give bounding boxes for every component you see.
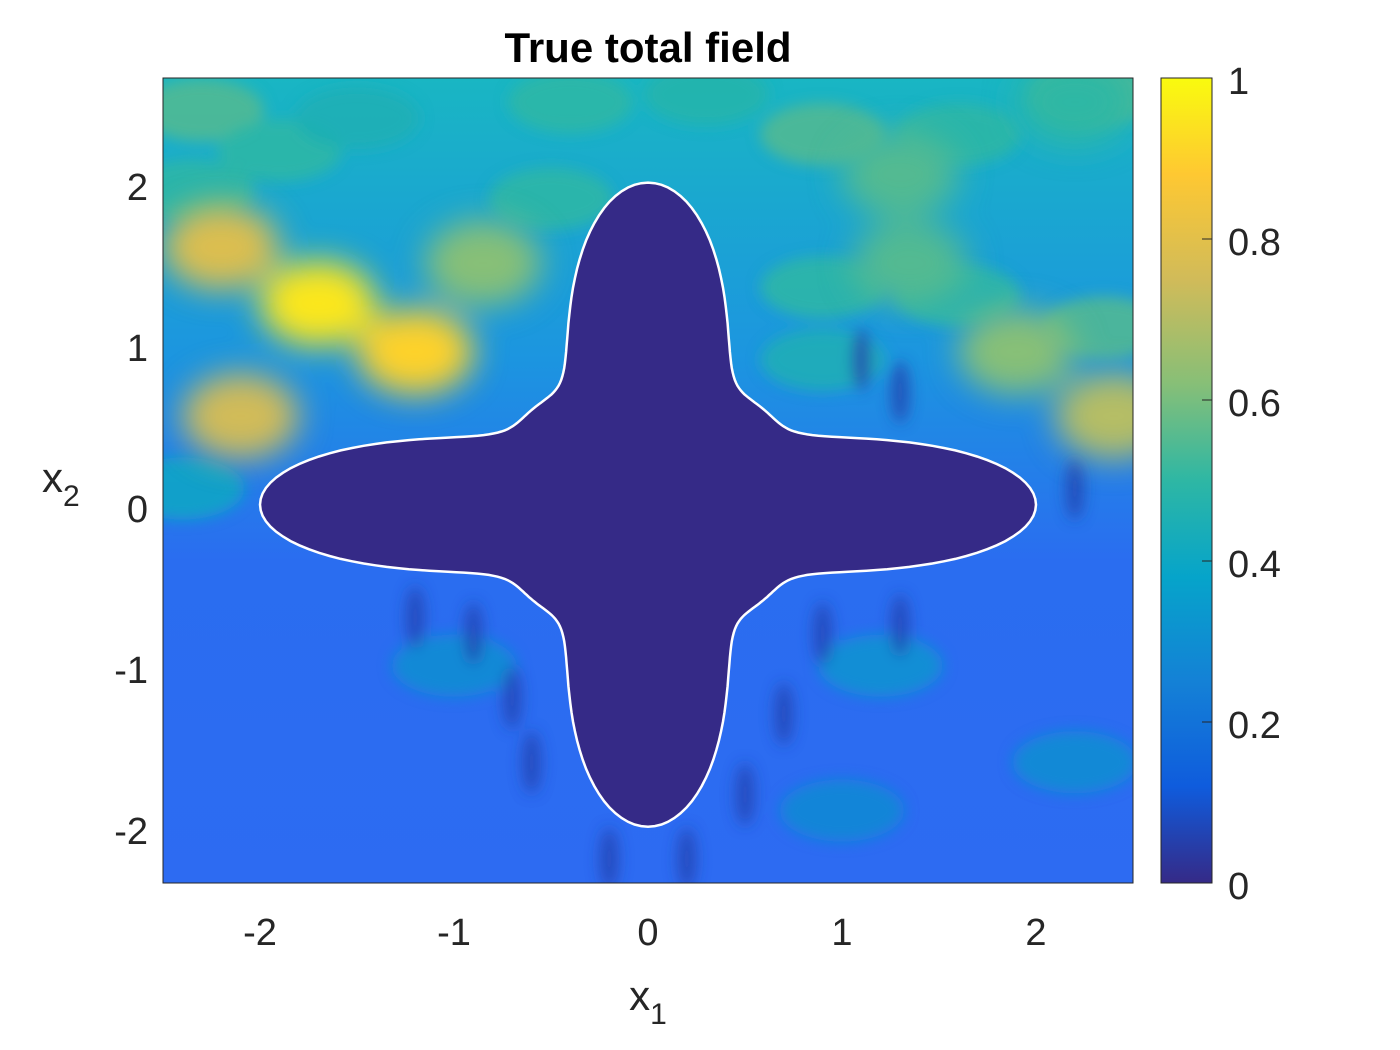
- field-ripple: [779, 779, 905, 842]
- field-features: [163, 78, 1133, 883]
- x-tick-label: 1: [831, 912, 852, 954]
- bright-lobe: [357, 309, 474, 395]
- y-tick-label: -2: [114, 811, 148, 853]
- y-tick-label: 1: [127, 328, 148, 370]
- plot-frame: [162, 77, 1134, 884]
- colorbar-tick-label: 1: [1228, 61, 1249, 103]
- bright-lobe: [182, 373, 299, 459]
- bright-lobe: [260, 260, 377, 347]
- x-tick-label: -1: [437, 912, 471, 954]
- bright-lobe: [1016, 78, 1133, 145]
- y-axis-label-sub: 2: [63, 480, 80, 513]
- field-ripple: [391, 634, 517, 697]
- field-ripple: [508, 78, 633, 134]
- colorbar-tick-label: 0: [1228, 866, 1249, 908]
- x-tick-label: 2: [1025, 912, 1046, 954]
- colorbar: 1 0.8 0.6 0.4 0.2 0: [1160, 61, 1281, 908]
- field-node: [890, 594, 910, 657]
- colorbar-tick-label: 0.8: [1228, 222, 1281, 264]
- colorbar-tick-label: 0.4: [1228, 544, 1281, 586]
- field-ripple: [818, 634, 943, 697]
- field-ripple: [294, 87, 420, 150]
- y-tick-label: -1: [114, 650, 148, 692]
- field-node: [405, 586, 425, 649]
- bright-lobe: [842, 131, 959, 218]
- chart-title: True total field: [504, 24, 791, 71]
- field-ripple: [1012, 731, 1133, 794]
- bright-lobe: [1055, 373, 1133, 459]
- y-axis: 2 1 0 -1 -2 x2: [42, 167, 148, 853]
- field-ripple: [163, 79, 264, 142]
- field-node: [812, 602, 833, 665]
- obstacle-shape: [258, 181, 1038, 828]
- field-node: [774, 682, 794, 745]
- field-node: [1065, 457, 1085, 520]
- bright-lobe: [958, 309, 1075, 395]
- colorbar-tick-label: 0.6: [1228, 383, 1281, 425]
- field-node: [890, 360, 910, 423]
- x-axis-label-base: x: [629, 972, 650, 1019]
- field-node: [735, 763, 755, 826]
- x-axis-label: x1: [629, 972, 667, 1031]
- y-axis-label-base: x: [42, 454, 63, 501]
- bright-lobe: [163, 204, 280, 290]
- x-tick-label: 0: [637, 912, 658, 954]
- y-axis-label: x2: [42, 454, 80, 513]
- x-axis-label-sub: 1: [650, 998, 667, 1031]
- bright-lobe: [424, 220, 542, 306]
- field-node: [521, 731, 542, 794]
- heatmap: [163, 78, 1133, 883]
- y-tick-label: 0: [127, 489, 148, 531]
- field-ripple: [644, 78, 769, 126]
- colorbar-tick-label: 0.2: [1228, 705, 1281, 747]
- field-node: [677, 827, 697, 883]
- x-tick-label: -2: [243, 912, 277, 954]
- field-node: [463, 602, 484, 665]
- field-ripple: [488, 167, 614, 230]
- colorbar-gradient: [1160, 77, 1213, 884]
- x-axis: -2 -1 0 1 2 x1: [243, 912, 1046, 1031]
- bright-lobe: [851, 220, 969, 306]
- field-node: [851, 328, 872, 391]
- field-node: [599, 827, 619, 883]
- y-tick-label: 2: [127, 167, 148, 209]
- bright-lobes: [163, 78, 1133, 459]
- field-node: [502, 666, 522, 729]
- field-ripple: [163, 457, 245, 520]
